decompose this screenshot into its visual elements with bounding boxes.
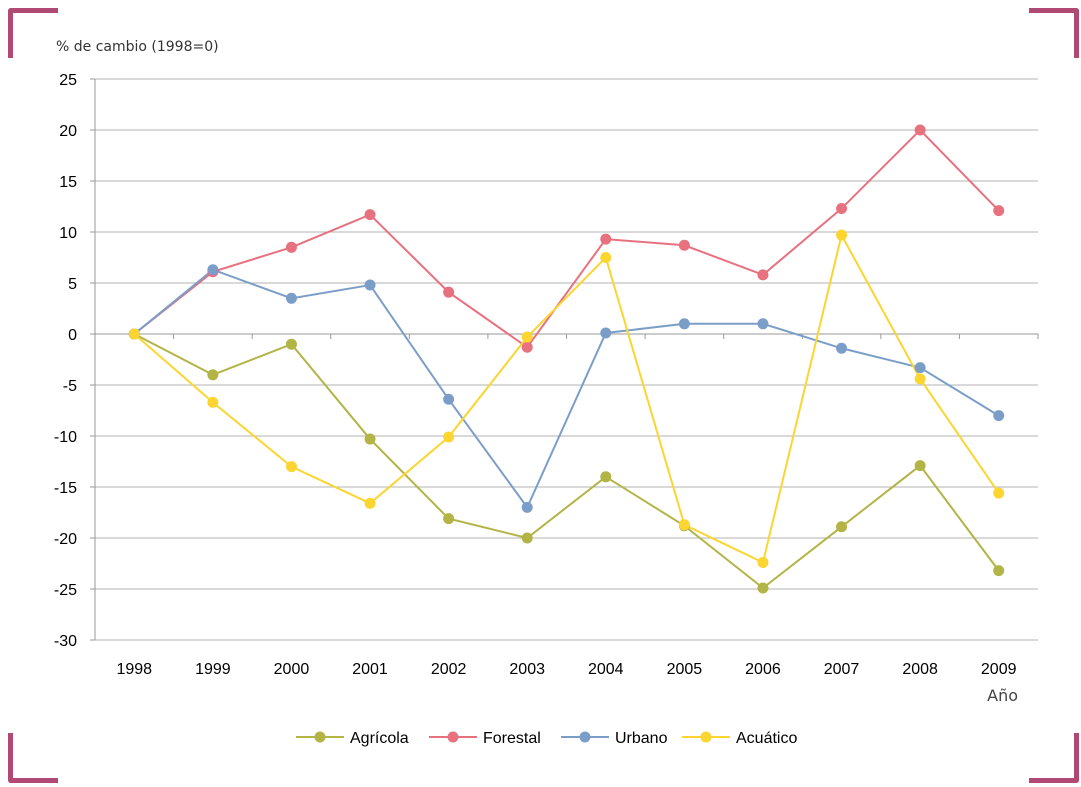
y-tick-label: -10 xyxy=(54,429,77,446)
data-point xyxy=(600,233,612,245)
x-tick-label: 2005 xyxy=(667,661,703,678)
data-point xyxy=(836,203,848,215)
data-point xyxy=(600,471,612,483)
y-tick-label: -15 xyxy=(54,480,77,497)
frame-corner-top-right xyxy=(1029,8,1079,58)
y-tick-label: 0 xyxy=(68,327,77,344)
y-tick-label: 15 xyxy=(59,174,77,191)
data-point xyxy=(836,521,848,533)
data-point xyxy=(678,239,690,251)
data-point xyxy=(914,460,926,472)
x-tick-label: 2000 xyxy=(274,661,310,678)
legend-label: Acuático xyxy=(736,730,797,747)
x-tick-label: 2008 xyxy=(902,661,938,678)
x-tick-label: 2007 xyxy=(824,661,860,678)
data-point xyxy=(993,487,1005,499)
y-tick-label: -5 xyxy=(63,378,77,395)
data-point xyxy=(364,279,376,291)
legend-item: Agrícola xyxy=(296,730,409,747)
data-point xyxy=(443,286,455,298)
y-tick-label: -30 xyxy=(54,633,77,650)
x-tick-label: 2006 xyxy=(745,661,781,678)
data-point xyxy=(600,327,612,339)
frame-corner-top-left xyxy=(8,8,58,58)
x-tick-label: 2009 xyxy=(981,661,1017,678)
legend-item: Acuático xyxy=(682,730,797,747)
series-group xyxy=(128,124,1005,594)
data-point xyxy=(207,264,219,276)
data-point xyxy=(914,362,926,374)
data-point xyxy=(207,396,219,408)
legend-marker xyxy=(700,731,712,743)
legend-label: Urbano xyxy=(615,730,668,747)
y-tick-label: 10 xyxy=(59,225,77,242)
data-point xyxy=(521,532,533,544)
data-point xyxy=(285,461,297,473)
y-tick-label: 20 xyxy=(59,123,77,140)
data-point xyxy=(364,497,376,509)
data-point xyxy=(364,433,376,445)
x-axis-title: Año xyxy=(987,686,1018,705)
data-point xyxy=(914,124,926,136)
grid-lines xyxy=(90,78,1039,641)
y-axis-title: % de cambio (1998=0) xyxy=(56,39,219,55)
data-point xyxy=(836,342,848,354)
y-axis-ticks: 25 20 15 10 5 0 -5 -10 -15 -20 -25 -30 xyxy=(54,72,77,650)
legend-label: Agrícola xyxy=(350,730,409,747)
frame-corner-bottom-right xyxy=(1029,733,1079,783)
data-point xyxy=(128,328,140,340)
data-point xyxy=(678,519,690,531)
data-point xyxy=(443,513,455,525)
data-point xyxy=(993,565,1005,577)
y-tick-label: 25 xyxy=(59,72,77,89)
legend-marker xyxy=(314,731,326,743)
x-tick-label: 1998 xyxy=(116,661,152,678)
data-point xyxy=(757,318,769,330)
data-point xyxy=(600,252,612,263)
x-tick-label: 2004 xyxy=(588,661,624,678)
data-point xyxy=(836,229,848,241)
data-point xyxy=(914,373,926,385)
frame-corner-bottom-left xyxy=(8,733,58,783)
legend-marker xyxy=(447,731,459,743)
x-tick-label: 2001 xyxy=(352,661,388,678)
data-point xyxy=(285,338,297,350)
legend-marker xyxy=(579,731,591,743)
data-point xyxy=(285,292,297,304)
data-point xyxy=(757,582,769,594)
y-tick-label: 5 xyxy=(68,276,77,293)
y-tick-label: -20 xyxy=(54,531,77,548)
data-point xyxy=(757,269,769,281)
series-line xyxy=(133,232,1000,564)
series-line xyxy=(133,128,1000,349)
data-point xyxy=(521,501,533,513)
data-point xyxy=(521,341,533,353)
data-point xyxy=(207,369,219,381)
x-tick-label: 2002 xyxy=(431,661,467,678)
data-point xyxy=(364,209,376,221)
series-line xyxy=(133,333,1000,590)
legend: Agrícola Forestal Urbano Acuático xyxy=(296,730,797,747)
data-point xyxy=(993,410,1005,422)
series-line xyxy=(133,268,1000,510)
data-point xyxy=(443,393,455,405)
legend-item: Forestal xyxy=(429,730,541,747)
data-point xyxy=(443,431,455,443)
data-point xyxy=(757,556,769,568)
y-tick-label: -25 xyxy=(54,582,77,599)
x-tick-label: 2003 xyxy=(509,661,545,678)
x-axis-ticks: 1998 1999 2000 2001 2002 2003 2004 2005 2006 2007… xyxy=(116,661,1016,678)
data-point xyxy=(993,205,1005,217)
x-tick-label: 1999 xyxy=(195,661,231,678)
data-point xyxy=(285,241,297,253)
legend-label: Forestal xyxy=(483,730,541,747)
data-point xyxy=(678,318,690,330)
data-point xyxy=(521,331,533,343)
legend-item: Urbano xyxy=(561,730,668,747)
